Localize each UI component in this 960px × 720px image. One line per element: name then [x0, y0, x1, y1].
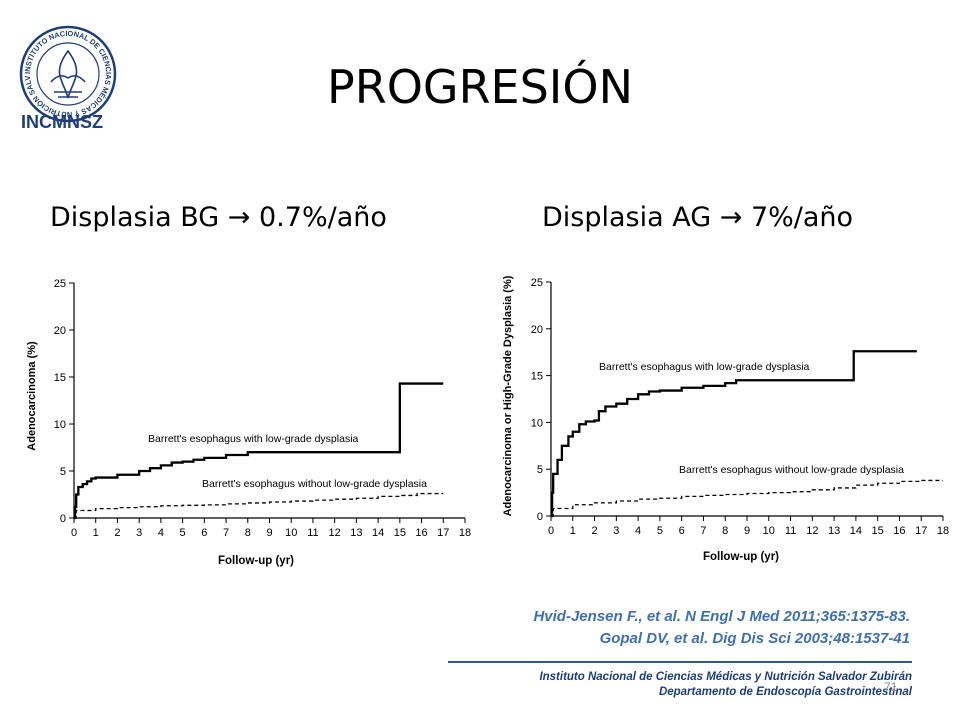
x-tick-label: 1: [93, 527, 99, 539]
y-tick-label: 0: [60, 513, 66, 525]
y-tick-label: 15: [54, 372, 66, 384]
x-tick-label: 14: [372, 527, 384, 539]
x-axis-label: Follow-up (yr): [703, 551, 779, 563]
y-tick-label: 25: [531, 277, 543, 289]
x-tick-label: 15: [872, 525, 884, 537]
references: Hvid-Jensen F., et al. N Engl J Med 2011…: [533, 606, 910, 650]
x-tick-label: 4: [635, 525, 641, 537]
x-tick-label: 5: [180, 527, 186, 539]
seal-icon: INSTITUTO NACIONAL DE CIENCIAS MÉDICAS Y…: [18, 17, 117, 123]
logo-text: INCMNSZ: [21, 112, 103, 132]
reference-2: Gopal DV, et al. Dig Dis Sci 2003;48:153…: [599, 630, 910, 647]
chart-high-grade: 0 1 2 3 4 5 6 7 8 9 10 11 12 13 14 15 16 17 18 0 5 10 15 20 25 B…: [483, 268, 953, 573]
x-tick-label: 10: [763, 525, 775, 537]
x-tick-label: 18: [459, 527, 471, 539]
x-axis-label: Follow-up (yr): [218, 555, 294, 567]
page-number: 71: [884, 680, 898, 694]
institution-name: Instituto Nacional de Ciencias Médicas y…: [539, 671, 912, 683]
x-tick-label: 13: [828, 525, 840, 537]
x-tick-label: 11: [307, 527, 318, 539]
series-label-with-lgd: Barrett's esophagus with low-grade dyspl…: [599, 361, 810, 373]
x-tick-label: 7: [700, 525, 706, 537]
x-tick-label: 3: [136, 527, 142, 539]
x-tick-label: 11: [785, 525, 796, 537]
x-tick-label: 16: [893, 525, 905, 537]
y-axis-label: Adenocarcinoma or High-Grade Dysplasia (…: [502, 275, 514, 516]
subtitle-low-grade: Displasia BG → 0.7%/año: [50, 202, 387, 233]
series-label-without-lgd: Barrett's esophagus without low-grade dy…: [679, 464, 904, 476]
y-tick-label: 5: [60, 466, 66, 478]
x-tick-label: 10: [285, 527, 297, 539]
series-line-with-lgd: [550, 350, 917, 518]
x-tick-label: 2: [591, 525, 597, 537]
series-line-with-lgd: [73, 382, 444, 520]
x-tick-label: 6: [679, 525, 685, 537]
x-tick-label: 12: [329, 527, 341, 539]
series-line-without-lgd: [74, 492, 444, 519]
department-name: Departamento de Endoscopía Gastrointesti…: [658, 686, 912, 698]
x-tick-label: 8: [245, 527, 251, 539]
x-tick-label: 16: [415, 527, 427, 539]
x-tick-label: 15: [394, 527, 406, 539]
footer-divider: [448, 661, 912, 663]
x-tick-label: 17: [437, 527, 449, 539]
y-tick-label: 0: [537, 511, 543, 523]
x-tick-label: 12: [806, 525, 818, 537]
reference-1: Hvid-Jensen F., et al. N Engl J Med 2011…: [533, 608, 910, 625]
x-tick-label: 9: [744, 525, 750, 537]
x-tick-label: 7: [223, 527, 229, 539]
x-tick-label: 1: [570, 525, 576, 537]
x-tick-label: 5: [657, 525, 663, 537]
x-tick-label: 18: [937, 525, 949, 537]
x-tick-label: 2: [114, 527, 120, 539]
x-tick-label: 6: [201, 527, 207, 539]
y-tick-label: 10: [531, 417, 543, 429]
y-tick-label: 20: [531, 324, 543, 336]
y-tick-label: 5: [537, 464, 543, 476]
subtitle-high-grade: Displasia AG → 7%/año: [542, 202, 854, 233]
chart-low-grade: 0 1 2 3 4 5 6 7 8 9 10 11 12 13 14 15 16 17 18 0 5 10 15 20 25 B…: [18, 268, 478, 573]
x-tick-label: 9: [266, 527, 272, 539]
institution-footer: Instituto Nacional de Ciencias Médicas y…: [539, 670, 912, 700]
y-axis-label: Adenocarcinoma (%): [26, 341, 38, 451]
x-tick-label: 0: [71, 527, 77, 539]
x-tick-label: 14: [850, 525, 862, 537]
y-tick-label: 10: [54, 419, 66, 431]
x-tick-label: 0: [548, 525, 554, 537]
x-tick-label: 4: [158, 527, 164, 539]
y-tick-label: 25: [54, 278, 66, 290]
series-label-without-lgd: Barrett's esophagus without low-grade dy…: [202, 478, 427, 490]
x-tick-label: 13: [350, 527, 362, 539]
series-label-with-lgd: Barrett's esophagus with low-grade dyspl…: [148, 433, 359, 445]
y-tick-label: 15: [531, 371, 543, 383]
x-tick-label: 8: [722, 525, 728, 537]
slide-title: PROGRESIÓN: [327, 60, 633, 114]
x-tick-label: 3: [613, 525, 619, 537]
series-line-without-lgd: [551, 479, 943, 517]
x-tick-label: 17: [915, 525, 927, 537]
y-tick-label: 20: [54, 325, 66, 337]
